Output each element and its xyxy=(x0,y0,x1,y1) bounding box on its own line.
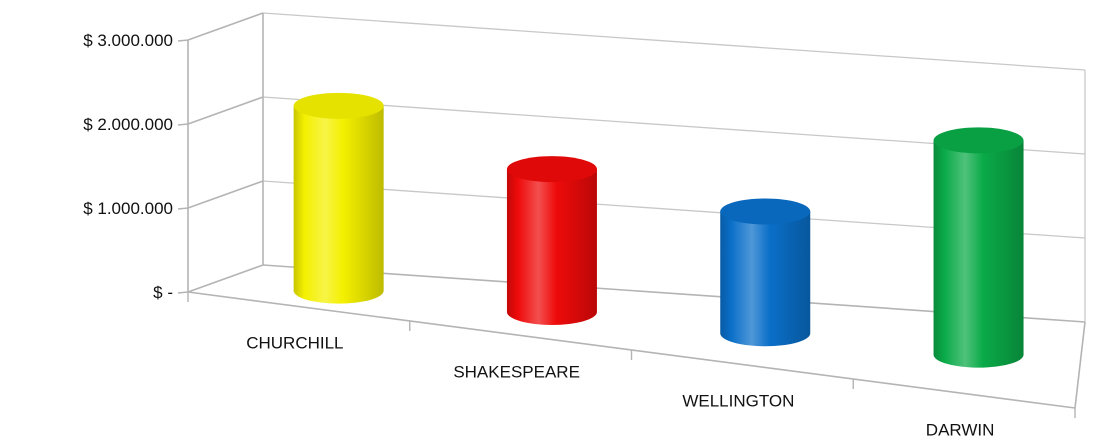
x-tick-label-shakespeare: SHAKESPEARE xyxy=(453,363,580,382)
y-tick-labels: $ - $ 1.000.000 $ 2.000.000 $ 3.000.000 xyxy=(83,31,173,302)
y-tick-3 xyxy=(177,39,189,42)
side-wall-line-3 xyxy=(187,12,264,41)
bar-body-wellington xyxy=(720,211,811,347)
side-wall-line-0 xyxy=(187,264,264,293)
y-tick-label-0: $ - xyxy=(153,283,173,302)
x-tick-label-churchill: CHURCHILL xyxy=(246,334,343,353)
bar-shakespeare xyxy=(506,156,597,325)
bar-top-shakespeare xyxy=(506,156,597,183)
y-tick-1 xyxy=(177,207,189,210)
y-tick-label-3: $ 3.000.000 xyxy=(83,31,173,50)
y-tick-label-2: $ 2.000.000 xyxy=(83,115,173,134)
axes xyxy=(177,12,1086,418)
bar-body-shakespeare xyxy=(506,169,597,325)
bar-body-darwin xyxy=(933,140,1024,368)
y-tick-0 xyxy=(177,291,189,294)
bar-top-darwin xyxy=(933,127,1024,154)
side-wall-line-1 xyxy=(187,180,264,209)
x-tick-label-wellington: WELLINGTON xyxy=(682,392,794,411)
y-tick-2 xyxy=(177,123,189,126)
bar-top-churchill xyxy=(293,92,384,119)
floor-right-edge xyxy=(1074,321,1086,409)
bar-churchill xyxy=(293,92,384,304)
bar-body-churchill xyxy=(293,105,384,304)
side-wall-line-2 xyxy=(187,96,264,125)
x-tick-label-darwin: DARWIN xyxy=(926,421,995,440)
bar-darwin xyxy=(933,127,1024,368)
x-tick-labels: CHURCHILL SHAKESPEARE WELLINGTON DARWIN xyxy=(246,334,994,440)
y-tick-label-1: $ 1.000.000 xyxy=(83,199,173,218)
gridline-3 xyxy=(262,12,1086,71)
bars xyxy=(293,92,1024,368)
bar-top-wellington xyxy=(720,198,811,225)
bar-wellington xyxy=(720,198,811,347)
